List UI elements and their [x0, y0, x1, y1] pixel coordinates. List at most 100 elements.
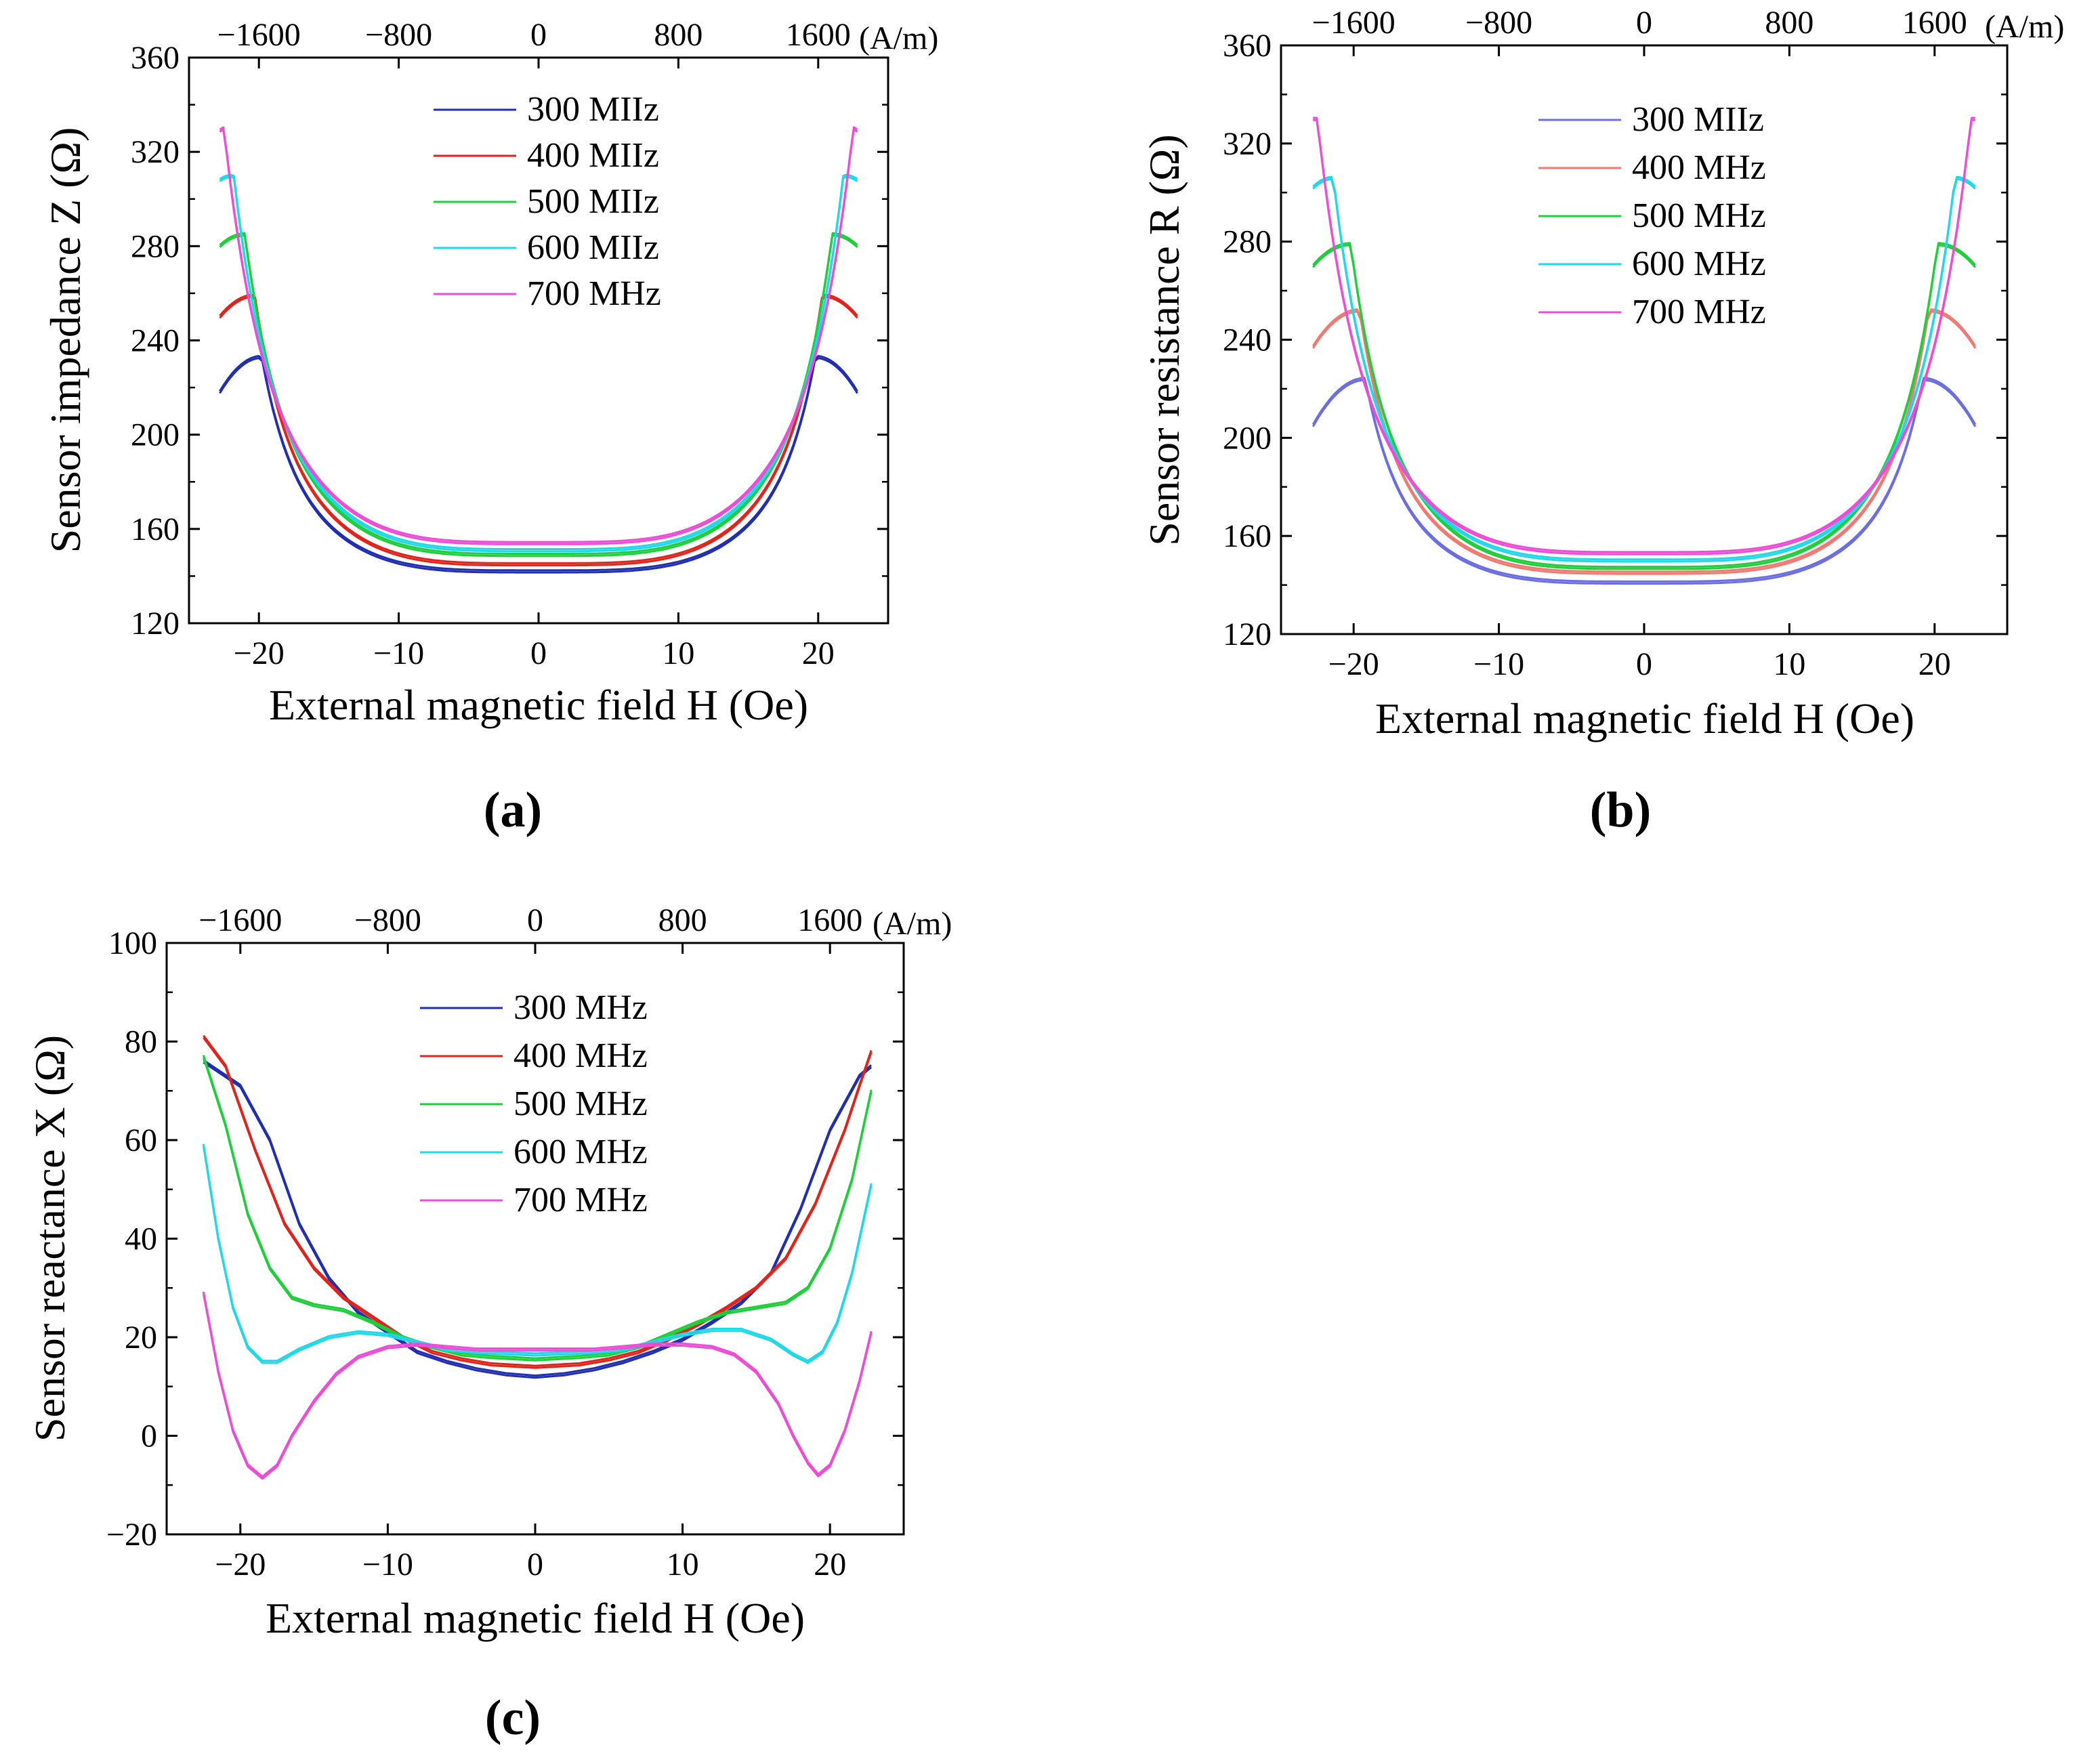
series-line-500-mhz — [202, 1057, 873, 1362]
x-tick-label: 0 — [527, 1547, 543, 1582]
tick-layer: −20 −10 0 10 20 −1600 −800 0 800 1600 120 160 200 240… — [1223, 5, 2007, 682]
y-tick-label: 320 — [1223, 126, 1272, 162]
x-tick-label: 10 — [667, 1547, 699, 1582]
legend-label: 600 MHz — [1632, 245, 1766, 283]
x-tick-label: 20 — [1918, 646, 1951, 682]
tick-layer: −20 −10 0 10 20 −1600 −800 0 800 1600 −20 0 20 40 60 80… — [106, 902, 904, 1582]
x-tick-label: −20 — [215, 1547, 266, 1582]
y-tick-label: 360 — [131, 40, 180, 76]
top-tick-label: 1600 — [797, 902, 862, 938]
legend-label: 300 MIIz — [1632, 100, 1764, 139]
x-tick-label: 0 — [530, 635, 547, 671]
series-line-400-mhz — [203, 1034, 873, 1367]
legend-label: 500 MHz — [513, 1085, 648, 1123]
x-tick-label: 10 — [1773, 646, 1805, 682]
series-line-700-mhz — [1313, 119, 1975, 555]
chart-panel-b: −20 −10 0 10 20 −1600 −800 0 800 1600 120 160 200 240… — [1140, 5, 2064, 838]
legend-label: 400 MHz — [1632, 148, 1766, 187]
top-tick-label: 1600 — [786, 17, 851, 53]
x-tick-label: 0 — [1636, 646, 1652, 682]
series-line-300-mhz — [1312, 379, 1977, 585]
x-tick-label: 10 — [662, 635, 694, 671]
series-line-600-mhz — [202, 1146, 873, 1364]
y-tick-label: 40 — [125, 1221, 157, 1257]
x-tick-label: 20 — [814, 1547, 846, 1582]
legend-label: 300 MIIz — [527, 90, 659, 129]
legend-label: 500 MHz — [1632, 196, 1766, 235]
x-tick-label: −10 — [362, 1547, 413, 1582]
panel-label-c: (c) — [485, 1690, 541, 1746]
y-tick-label: 80 — [125, 1024, 157, 1060]
top-tick-label: 0 — [1636, 5, 1652, 41]
y-tick-label: 160 — [131, 511, 180, 547]
y-tick-label: 320 — [131, 134, 180, 170]
top-tick-label: 800 — [658, 902, 707, 938]
y-tick-label: 160 — [1223, 518, 1272, 554]
y-tick-label: 0 — [141, 1419, 157, 1454]
series-line-700-mhz — [1313, 117, 1975, 553]
y-tick-label: 120 — [131, 606, 180, 642]
series-line-400-mhz — [1312, 308, 1977, 573]
top-tick-label: −1600 — [217, 17, 301, 53]
series-layer — [219, 126, 858, 574]
series-line-400-mhz — [1312, 310, 1977, 575]
series-line-400-mhz — [203, 1036, 873, 1369]
series-line-600-mhz — [219, 173, 858, 550]
y-tick-label: 360 — [1223, 28, 1272, 64]
top-axis-unit: (A/m) — [1985, 9, 2064, 45]
legend-label: 300 MHz — [513, 988, 648, 1027]
top-tick-label: −1600 — [1312, 5, 1396, 41]
y-tick-label: 240 — [1223, 322, 1272, 358]
y-tick-label: 240 — [131, 323, 180, 359]
top-tick-label: 1600 — [1902, 5, 1967, 41]
panel-label-b: (b) — [1590, 782, 1651, 838]
legend: 300 MHz 400 MHz 500 MHz 600 MHz 700 MHz — [420, 988, 648, 1219]
tick-layer: −20 −10 0 10 20 −1600 −800 0 800 1600 120 160 200 240… — [131, 17, 888, 671]
y-tick-label: 120 — [1223, 616, 1272, 652]
top-tick-label: −800 — [365, 17, 432, 53]
y-axis-label: Sensor reactance X (Ω) — [26, 1035, 74, 1442]
series-line-600-mhz — [1312, 177, 1976, 563]
series-line-600-mhz — [202, 1143, 873, 1362]
legend-label: 700 MHz — [527, 274, 661, 313]
x-tick-label: −10 — [1473, 646, 1524, 682]
y-tick-label: 280 — [1223, 224, 1272, 260]
series-line-500-mhz — [219, 232, 858, 555]
x-tick-label: −10 — [373, 635, 424, 671]
y-axis-label: Sensor resistance R (Ω) — [1140, 134, 1188, 545]
legend-label: 400 MIIz — [527, 136, 659, 175]
y-axis-label: Sensor impedance Z (Ω) — [41, 127, 89, 553]
top-tick-label: 800 — [1765, 5, 1813, 41]
legend-label: 600 MHz — [513, 1133, 648, 1171]
top-axis-unit: (A/m) — [873, 906, 952, 942]
series-line-600-mhz — [219, 175, 858, 553]
series-line-500-mhz — [1312, 244, 1976, 570]
top-tick-label: 800 — [654, 17, 702, 53]
series-line-700-mhz — [219, 126, 858, 543]
y-tick-label: 100 — [108, 925, 157, 961]
chart-panel-a: −20 −10 0 10 20 −1600 −800 0 800 1600 120 160 200 240… — [41, 17, 938, 838]
x-tick-label: 20 — [802, 635, 835, 671]
top-axis-unit: (A/m) — [859, 20, 938, 56]
y-tick-label: 20 — [125, 1320, 157, 1356]
legend-label: 400 MHz — [513, 1036, 648, 1075]
chart-panel-c: −20 −10 0 10 20 −1600 −800 0 800 1600 −20 0 20 40 60 80… — [26, 902, 952, 1746]
series-line-700-mhz — [202, 1293, 873, 1480]
series-layer — [1312, 117, 1977, 585]
x-tick-label: −20 — [234, 635, 285, 671]
series-line-400-mhz — [219, 293, 858, 564]
top-tick-label: −1600 — [198, 902, 282, 938]
y-tick-label: 60 — [125, 1122, 157, 1158]
y-tick-label: 280 — [131, 228, 180, 264]
series-line-500-mhz — [219, 234, 858, 558]
plot-frame — [165, 942, 905, 1536]
series-line-300-mhz — [203, 1061, 873, 1379]
series-line-300-mhz — [219, 355, 858, 572]
series-line-300-mhz — [219, 357, 858, 574]
top-tick-label: 0 — [530, 17, 547, 53]
panel-label-a: (a) — [484, 782, 542, 838]
legend-label: 600 MIIz — [527, 228, 659, 267]
legend-label: 700 MHz — [513, 1181, 648, 1219]
top-tick-label: 0 — [527, 902, 543, 938]
